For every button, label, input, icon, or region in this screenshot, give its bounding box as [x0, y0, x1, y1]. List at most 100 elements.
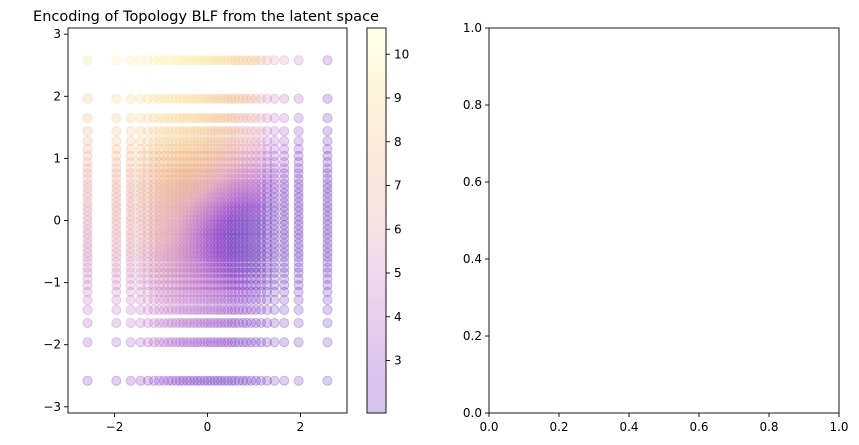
scatter-point-15-19 [202, 233, 213, 244]
scatter-point-34-17 [195, 136, 206, 147]
scatter-point-25-7 [158, 188, 169, 199]
colorbar-frame [366, 27, 387, 414]
scatter-point-24-24 [219, 192, 230, 203]
scatter-point-37-32 [250, 93, 261, 104]
scatter-point-16-25 [222, 229, 233, 240]
scatter-point-33-9 [167, 144, 178, 155]
scatter-point-13-19 [202, 242, 213, 253]
scatter-point-12-19 [202, 247, 213, 258]
scatter-point-27-30 [241, 178, 252, 189]
scatter-point-6-8 [163, 280, 174, 291]
scatter-point-18-9 [167, 219, 178, 230]
scatter-point-28-16 [192, 173, 203, 184]
scatter-point-17-14 [185, 224, 196, 235]
scatter-point-22-6 [154, 201, 165, 212]
scatter-point-24-31 [246, 192, 257, 203]
scatter-point-1-31 [246, 337, 257, 348]
scatter-point-7-4 [142, 273, 153, 284]
scatter-point-17-30 [241, 224, 252, 235]
scatter-point-38-0 [82, 55, 93, 66]
scatter-point-2-17 [195, 317, 206, 328]
scatter-point-30-29 [237, 163, 248, 174]
scatter-point-8-2 [125, 267, 136, 278]
scatter-point-18-24 [219, 219, 230, 230]
scatter-point-27-37 [293, 178, 304, 189]
scatter-point-6-0 [82, 280, 93, 291]
scatter-point-16-32 [250, 229, 261, 240]
scatter-point-19-10 [171, 215, 182, 226]
scatter-point-17-2 [125, 224, 136, 235]
scatter-point-2-26 [226, 317, 237, 328]
scatter-point-4-8 [163, 294, 174, 305]
scatter-point-27-9 [167, 178, 178, 189]
scatter-point-26-19 [202, 183, 213, 194]
scatter-point-35-20 [205, 126, 216, 137]
scatter-point-17-24 [219, 224, 230, 235]
scatter-point-4-5 [149, 294, 160, 305]
scatter-point-15-24 [219, 233, 230, 244]
scatter-point-14-17 [195, 238, 206, 249]
scatter-point-30-7 [158, 163, 169, 174]
scatter-point-23-20 [205, 197, 216, 208]
scatter-point-8-31 [246, 267, 257, 278]
scatter-point-26-22 [212, 183, 223, 194]
scatter-point-20-12 [178, 211, 189, 222]
scatter-point-1-15 [189, 337, 200, 348]
scatter-point-17-25 [222, 224, 233, 235]
scatter-point-16-31 [246, 229, 257, 240]
scatter-point-4-13 [182, 294, 193, 305]
scatter-point-34-23 [215, 136, 226, 147]
scatter-point-29-19 [202, 168, 213, 179]
scatter-point-30-24 [219, 163, 230, 174]
scatter-point-4-11 [175, 294, 186, 305]
scatter-point-38-11 [175, 55, 186, 66]
scatter-point-1-17 [195, 337, 206, 348]
scatter-point-34-21 [209, 136, 220, 147]
scatter-point-34-12 [178, 136, 189, 147]
scatter-point-34-13 [182, 136, 193, 147]
scatter-point-37-37 [293, 93, 304, 104]
scatter-point-0-6 [154, 375, 165, 386]
scatter-point-11-28 [233, 252, 244, 263]
scatter-point-15-29 [237, 233, 248, 244]
scatter-point-9-29 [237, 262, 248, 273]
scatter-point-36-13 [182, 113, 193, 124]
scatter-point-10-17 [195, 257, 206, 268]
scatter-point-24-20 [205, 192, 216, 203]
scatter-point-33-8 [163, 144, 174, 155]
scatter-point-0-11 [175, 375, 186, 386]
scatter-point-0-33 [255, 375, 266, 386]
scatter-point-2-23 [215, 317, 226, 328]
scatter-point-22-17 [195, 201, 206, 212]
scatter-point-9-38 [322, 262, 333, 273]
scatter-point-0-17 [195, 375, 206, 386]
scatter-point-23-18 [199, 197, 210, 208]
scatter-point-11-36 [279, 252, 290, 263]
scatter-point-19-8 [163, 215, 174, 226]
scatter-point-29-35 [269, 168, 280, 179]
scatter-point-30-9 [167, 163, 178, 174]
scatter-point-26-14 [185, 183, 196, 194]
scatter-point-37-15 [189, 93, 200, 104]
scatter-point-36-20 [205, 113, 216, 124]
scatter-point-11-9 [167, 252, 178, 263]
scatter-point-28-30 [241, 173, 252, 184]
scatter-point-7-10 [171, 273, 182, 284]
scatter-point-5-30 [241, 286, 252, 297]
scatter-point-38-3 [135, 55, 146, 66]
scatter-point-21-37 [293, 206, 304, 217]
scatter-point-16-21 [209, 229, 220, 240]
scatter-point-1-5 [149, 337, 160, 348]
scatter-point-0-13 [182, 375, 193, 386]
scatter-point-4-18 [199, 294, 210, 305]
scatter-point-31-30 [241, 157, 252, 168]
scatter-point-27-31 [246, 178, 257, 189]
scatter-point-11-32 [250, 252, 261, 263]
scatter-point-31-34 [262, 157, 273, 168]
scatter-point-31-9 [167, 157, 178, 168]
scatter-point-22-30 [241, 201, 252, 212]
scatter-point-9-6 [154, 262, 165, 273]
scatter-point-27-36 [279, 178, 290, 189]
scatter-point-24-17 [195, 192, 206, 203]
